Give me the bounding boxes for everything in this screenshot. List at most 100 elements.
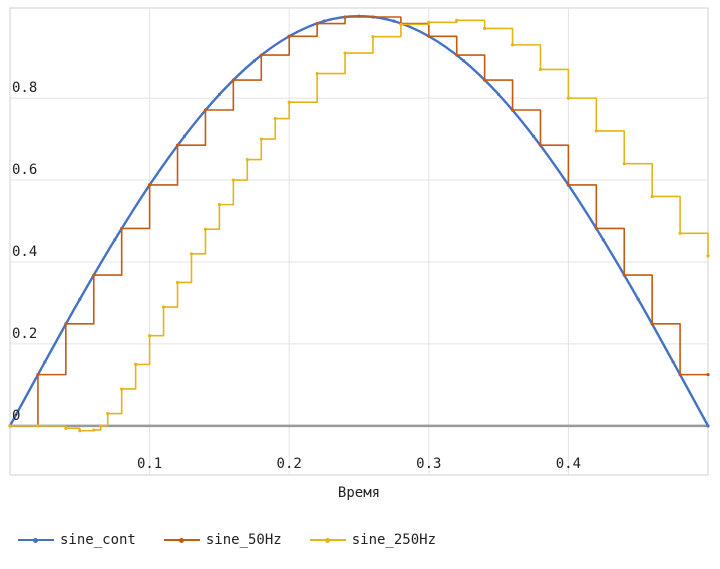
legend-swatch xyxy=(163,537,200,543)
data-point xyxy=(531,134,536,138)
data-point xyxy=(113,238,117,242)
data-point xyxy=(622,273,626,277)
data-point xyxy=(106,411,110,416)
data-point xyxy=(252,59,256,63)
data-point xyxy=(231,178,235,182)
legend-label: sine_250Hz xyxy=(351,532,437,548)
legend-label: sine_50Hz xyxy=(205,532,282,548)
data-point xyxy=(622,162,626,166)
data-point xyxy=(99,424,103,428)
series-sine_50Hz xyxy=(8,15,710,428)
data-point xyxy=(371,15,375,19)
data-point xyxy=(203,108,208,112)
data-point xyxy=(678,373,682,377)
series-line xyxy=(8,14,710,427)
data-point xyxy=(566,183,571,187)
legend-swatch xyxy=(309,537,346,543)
data-point xyxy=(231,78,235,82)
data-point xyxy=(78,429,82,433)
data-point xyxy=(462,59,466,63)
data-point xyxy=(636,297,640,301)
data-point xyxy=(594,129,598,133)
series-layer xyxy=(8,14,710,433)
series-line xyxy=(10,16,708,427)
data-point xyxy=(259,53,263,57)
data-point xyxy=(120,226,124,230)
series-sine_250Hz xyxy=(8,18,710,433)
data-point xyxy=(92,428,96,432)
data-point xyxy=(134,362,138,366)
data-point xyxy=(175,143,180,147)
legend: sine_cont sine_50Hz sine_250Hz xyxy=(18,532,436,548)
data-point xyxy=(36,424,40,428)
legend-swatch xyxy=(18,537,54,543)
data-point xyxy=(189,252,194,256)
data-point xyxy=(594,226,598,230)
data-point xyxy=(120,387,124,391)
data-point xyxy=(273,117,277,121)
data-point xyxy=(322,19,326,23)
data-point xyxy=(203,227,208,231)
data-point xyxy=(8,424,12,428)
data-point xyxy=(601,238,605,242)
data-point xyxy=(706,373,710,377)
data-point xyxy=(92,273,96,277)
data-point xyxy=(343,51,347,55)
data-point xyxy=(706,254,710,258)
data-point xyxy=(287,34,291,38)
data-point xyxy=(245,157,249,162)
data-point xyxy=(455,18,459,22)
y-tick-label: 0.4 xyxy=(12,244,37,260)
data-point xyxy=(259,137,263,141)
data-point xyxy=(343,15,347,19)
data-point xyxy=(510,108,515,112)
data-point xyxy=(287,100,291,104)
data-point xyxy=(706,424,710,428)
data-point xyxy=(175,280,180,285)
line-chart: 0.1 0.2 0.3 0.4 0 0.2 0.4 0.6 0.8 Время xyxy=(8,7,710,501)
tick-labels: 0.1 0.2 0.3 0.4 0 0.2 0.4 0.6 0.8 xyxy=(12,80,581,472)
data-point xyxy=(148,183,152,187)
legend-item-sine_cont[interactable]: sine_cont xyxy=(18,532,136,548)
data-point xyxy=(427,34,431,38)
x-tick-label: 0.4 xyxy=(556,456,581,472)
y-tick-label: 0 xyxy=(12,408,20,424)
data-point xyxy=(671,360,675,364)
data-point xyxy=(497,92,501,97)
y-tick-label: 0.2 xyxy=(12,326,37,342)
x-tick-label: 0.2 xyxy=(277,456,302,472)
data-point xyxy=(64,426,68,430)
data-point xyxy=(566,96,571,100)
data-point xyxy=(483,78,487,82)
data-point xyxy=(510,43,515,47)
x-tick-label: 0.1 xyxy=(137,456,162,472)
series-sine_cont xyxy=(8,14,710,428)
data-point xyxy=(678,231,682,235)
data-point xyxy=(399,22,403,26)
data-point xyxy=(148,334,152,338)
data-point xyxy=(64,322,68,326)
data-point xyxy=(217,92,221,97)
data-point xyxy=(43,360,47,364)
x-axis-title: Время xyxy=(338,485,380,501)
legend-label: sine_cont xyxy=(60,532,136,548)
x-tick-label: 0.3 xyxy=(416,456,441,472)
data-point xyxy=(538,143,543,147)
data-point xyxy=(315,21,319,26)
data-point xyxy=(161,305,166,309)
legend-item-sine_250Hz[interactable]: sine_250Hz xyxy=(309,532,437,548)
legend-item-sine_50Hz[interactable]: sine_50Hz xyxy=(163,532,282,548)
data-point xyxy=(371,35,375,39)
data-point xyxy=(78,297,82,301)
data-point xyxy=(217,203,221,207)
data-point xyxy=(315,71,319,76)
data-point xyxy=(483,26,487,31)
data-point xyxy=(392,19,396,23)
y-tick-label: 0.8 xyxy=(12,80,37,96)
data-point xyxy=(455,53,459,57)
data-point xyxy=(538,67,543,72)
data-point xyxy=(36,373,40,377)
data-point xyxy=(182,134,187,138)
series-line xyxy=(10,19,709,432)
data-point xyxy=(650,194,654,199)
